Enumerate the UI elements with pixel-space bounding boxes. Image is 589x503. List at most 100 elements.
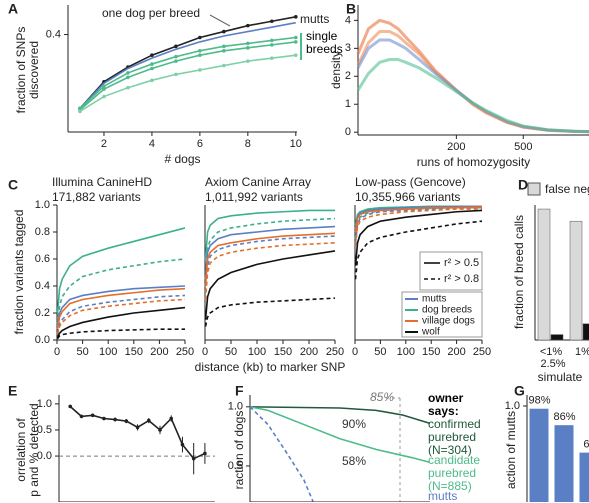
value-label: 98% — [528, 395, 550, 407]
legend-label: confirmed purebred — [428, 418, 498, 444]
chart-subtitle: 10,355,966 variants — [355, 190, 460, 204]
x-tick-label: 250 — [326, 346, 344, 358]
series-line — [58, 300, 185, 335]
series-line — [356, 209, 482, 245]
point — [126, 71, 130, 75]
point — [246, 46, 250, 50]
point — [102, 417, 106, 421]
x-tick-label: 200 — [447, 141, 465, 153]
series-line — [358, 40, 589, 132]
y-tick-label: 0 — [345, 126, 351, 138]
point — [78, 110, 82, 114]
series-line — [206, 233, 335, 286]
x-tick-label: 500 — [514, 141, 532, 153]
point — [222, 64, 226, 68]
x-tick-label: 8 — [245, 138, 251, 150]
point — [294, 36, 298, 40]
point — [198, 53, 202, 57]
x-axis-label: simulate — [538, 370, 583, 384]
point — [158, 428, 162, 432]
annotation: 90% — [342, 417, 366, 431]
chart-title: Low-pass (Gencove) — [355, 175, 466, 189]
point — [126, 76, 130, 80]
y-axis-label: fraction of SNPs — [14, 27, 28, 114]
point — [181, 443, 185, 447]
y-tick-label: 0.5 — [228, 460, 243, 472]
point — [270, 43, 274, 47]
x-tick-label: 50 — [374, 346, 386, 358]
y-tick-label: 0.4 — [35, 280, 50, 292]
x-tick-label: 150 — [125, 346, 143, 358]
y-tick-label: 0.4 — [46, 28, 61, 40]
series-line — [206, 298, 335, 326]
annotation: single breeds — [306, 30, 352, 56]
legend-label: candidate purebred — [428, 454, 498, 480]
legend-label: r² > 0.8 — [444, 273, 479, 285]
point — [113, 418, 117, 422]
point — [203, 452, 207, 456]
series-line — [70, 406, 205, 458]
value-label: 66 — [583, 439, 589, 451]
y-axis-label: fraction variants tagged — [12, 210, 26, 335]
point — [126, 86, 130, 90]
point — [294, 40, 298, 44]
series-line — [80, 23, 296, 109]
y-tick-label: 1.0 — [35, 199, 50, 211]
y-tick-label: 4 — [345, 14, 351, 26]
value-label: 86% — [553, 411, 575, 423]
series-line — [356, 208, 482, 243]
panel-letter: E — [8, 383, 17, 399]
x-tick-label: 100 — [397, 346, 415, 358]
point — [270, 39, 274, 43]
x-tick-label: 10 — [290, 138, 302, 150]
point — [246, 42, 250, 46]
point — [192, 457, 196, 461]
x-tick-label: 150 — [274, 346, 292, 358]
legend-label: mutts — [422, 294, 446, 305]
point — [222, 45, 226, 49]
point — [174, 45, 178, 49]
point — [246, 24, 250, 28]
y-tick-label: 0.5 — [37, 424, 52, 436]
point — [136, 426, 140, 430]
y-axis-label: fraction of breed calls — [512, 215, 526, 329]
bar — [570, 221, 582, 340]
point — [294, 15, 298, 19]
point — [91, 414, 95, 418]
y-tick-label: 0.6 — [35, 253, 50, 265]
x-tick-label: 0 — [202, 346, 208, 358]
annotation: 2.5% — [540, 358, 565, 370]
point — [294, 53, 298, 57]
series-line — [358, 60, 589, 132]
chart-title: Axiom Canine Array — [205, 175, 311, 189]
series-line — [250, 407, 430, 424]
point — [222, 30, 226, 34]
x-axis-label: distance (kb) to marker SNP — [195, 360, 346, 374]
x-tick-label: 0 — [54, 346, 60, 358]
legend-label: dog breeds — [422, 305, 472, 316]
x-tick-label: 50 — [225, 346, 237, 358]
legend-swatch — [528, 183, 540, 195]
series-label: one dog per breed — [102, 6, 200, 20]
point — [147, 419, 151, 423]
series-line — [58, 286, 185, 327]
series-line — [80, 17, 296, 109]
legend-label: wolf — [421, 327, 440, 338]
legend-title: owner says: — [428, 392, 478, 418]
series-line — [206, 243, 335, 300]
series-line — [206, 251, 335, 320]
point — [270, 19, 274, 23]
point — [150, 67, 154, 71]
bar — [583, 324, 589, 340]
x-tick-label: 200 — [300, 346, 318, 358]
y-axis-label: raction of dogs — [232, 411, 246, 490]
x-axis-label: # dogs — [164, 152, 200, 166]
legend-label: village dogs — [422, 316, 475, 327]
x-tick-label: 250 — [473, 346, 491, 358]
x-tick-label: 0 — [352, 346, 358, 358]
y-axis-label: density — [329, 51, 343, 89]
series-line — [250, 407, 313, 502]
y-tick-label: 2 — [345, 70, 351, 82]
bar — [555, 425, 574, 502]
x-axis-label: runs of homozygosity — [417, 155, 530, 169]
